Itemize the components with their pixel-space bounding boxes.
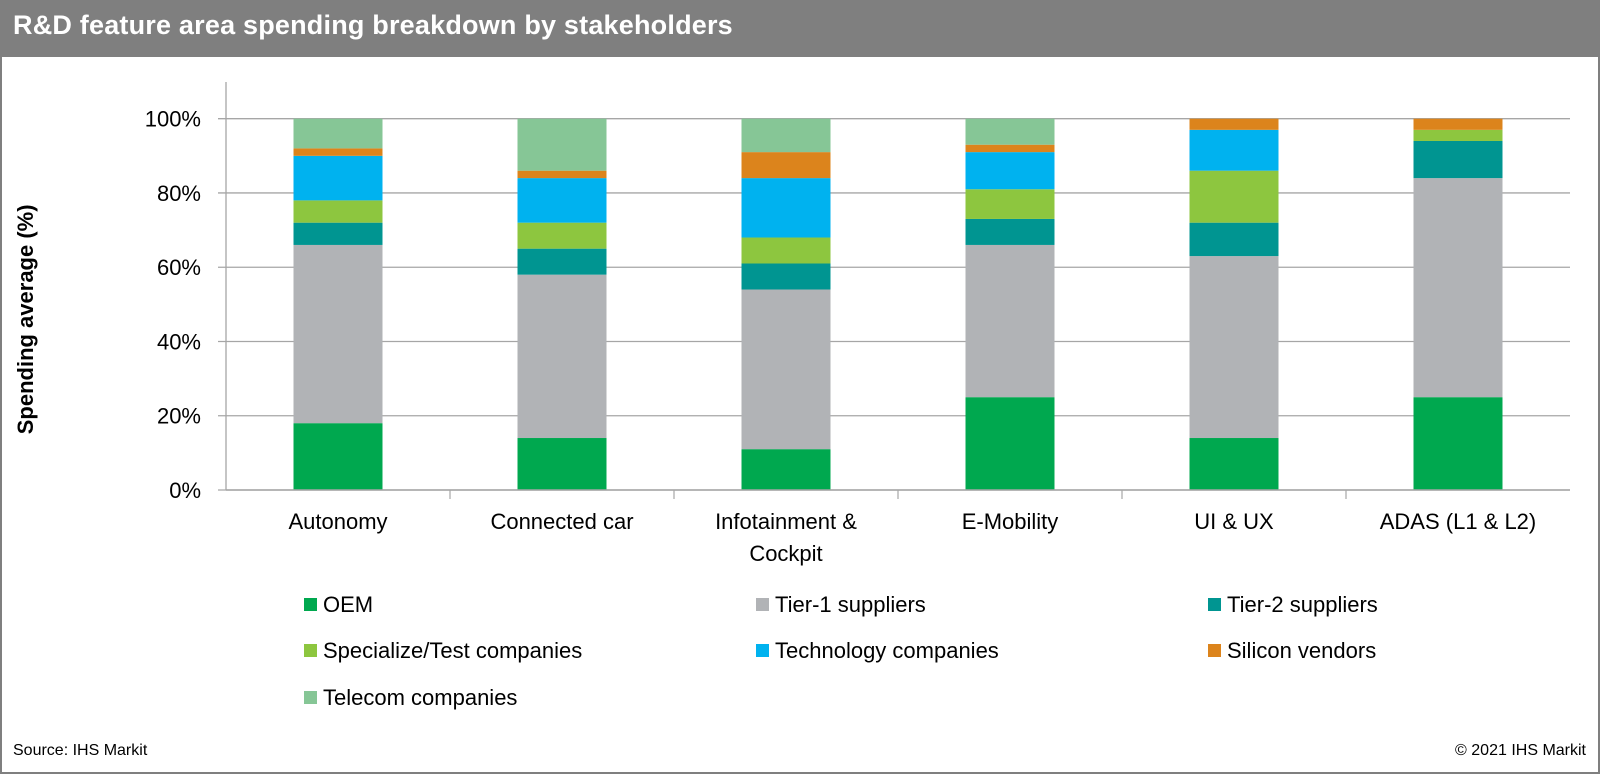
legend-label: Specialize/Test companies xyxy=(323,638,582,663)
chart-title: R&D feature area spending breakdown by s… xyxy=(13,10,733,40)
bar-segment-tier-2-suppliers xyxy=(741,263,831,290)
bar-segment-oem xyxy=(517,438,607,490)
copyright-note: © 2021 IHS Markit xyxy=(1455,742,1586,759)
legend-item: Tier-2 suppliers xyxy=(1208,592,1378,617)
legend-label: Telecom companies xyxy=(323,685,517,710)
bar-segment-telecom-companies xyxy=(965,118,1055,145)
bar-segment-telecom-companies xyxy=(293,118,383,149)
x-category-labels: Autonomy Connected car Infotainment & Cockp… xyxy=(288,509,1536,566)
bar-segment-telecom-companies xyxy=(517,118,607,171)
y-tick-label: 0% xyxy=(169,478,201,503)
bar-stack xyxy=(1413,118,1503,490)
bar-stack xyxy=(1189,118,1279,490)
bar-segment-tier-1-suppliers xyxy=(1189,256,1279,439)
bar-segment-technology-companies xyxy=(517,178,607,223)
bar-segment-silicon-vendors xyxy=(1413,118,1503,130)
bar-segment-tier-1-suppliers xyxy=(965,244,1055,398)
bar-segment-tier-2-suppliers xyxy=(1189,222,1279,257)
bar-segment-tier-2-suppliers xyxy=(1413,140,1503,179)
y-tick-label: 80% xyxy=(157,181,201,206)
legend-label: Technology companies xyxy=(775,638,999,663)
stacked-bar-chart: 0% 20% 40% 60% 80% 100% Autonomy Connected car… xyxy=(13,82,1570,710)
bar-stack xyxy=(965,118,1055,490)
legend-item: OEM xyxy=(304,592,373,617)
bar-segment-tier-1-suppliers xyxy=(517,274,607,439)
bar-segment-tier-2-suppliers xyxy=(965,218,1055,245)
legend-swatch xyxy=(304,598,317,611)
bar-segment-technology-companies xyxy=(1189,129,1279,171)
legend-item: Telecom companies xyxy=(304,685,517,710)
bar-segment-silicon-vendors xyxy=(965,144,1055,153)
header-bar: R&D feature area spending breakdown by s… xyxy=(0,0,1600,57)
legend: OEM Tier-1 suppliers Tier-2 suppliers Speci… xyxy=(304,592,1378,710)
gridlines xyxy=(218,118,1570,491)
bar-segment-telecom-companies xyxy=(741,118,831,153)
legend-swatch xyxy=(1208,598,1221,611)
bar-segment-oem xyxy=(1189,438,1279,490)
legend-item: Silicon vendors xyxy=(1208,638,1376,663)
bar-segment-specialize-test-companies xyxy=(1413,129,1503,141)
x-category-label: Infotainment & xyxy=(715,509,857,534)
legend-swatch xyxy=(756,644,769,657)
source-note: Source: IHS Markit xyxy=(13,742,148,759)
legend-swatch xyxy=(304,644,317,657)
bar-segment-silicon-vendors xyxy=(741,152,831,179)
legend-swatch xyxy=(1208,644,1221,657)
x-category-label: Cockpit xyxy=(749,541,822,566)
bar-segment-silicon-vendors xyxy=(293,148,383,156)
bar-segment-silicon-vendors xyxy=(517,170,607,179)
bar-stack xyxy=(741,118,831,490)
x-category-label: Connected car xyxy=(490,509,633,534)
bar-segment-technology-companies xyxy=(965,152,1055,190)
axes xyxy=(225,82,1570,499)
bar-segment-tier-1-suppliers xyxy=(293,244,383,424)
bar-segment-oem xyxy=(965,397,1055,490)
x-category-label: UI & UX xyxy=(1194,509,1274,534)
bar-segment-silicon-vendors xyxy=(1189,118,1279,130)
legend-label: Tier-1 suppliers xyxy=(775,592,926,617)
bar-segment-tier-1-suppliers xyxy=(1413,178,1503,398)
y-tick-label: 100% xyxy=(145,107,201,132)
y-tick-label: 20% xyxy=(157,404,201,429)
legend-label: Silicon vendors xyxy=(1227,638,1376,663)
legend-label: Tier-2 suppliers xyxy=(1227,592,1378,617)
bar-stack xyxy=(517,118,607,490)
legend-item: Specialize/Test companies xyxy=(304,638,582,663)
bar-segment-tier-1-suppliers xyxy=(741,289,831,450)
bar-segment-tier-2-suppliers xyxy=(517,248,607,275)
bar-segment-specialize-test-companies xyxy=(293,200,383,223)
bar-segment-oem xyxy=(293,423,383,490)
y-tick-label: 60% xyxy=(157,255,201,280)
x-category-label: ADAS (L1 & L2) xyxy=(1380,509,1537,534)
x-category-label: Autonomy xyxy=(288,509,387,534)
bar-segment-specialize-test-companies xyxy=(1189,170,1279,223)
bar-segment-specialize-test-companies xyxy=(741,237,831,264)
y-axis-title: Spending average (%) xyxy=(13,204,38,434)
legend-swatch xyxy=(304,691,317,704)
x-category-label: E-Mobility xyxy=(962,509,1059,534)
bar-segment-specialize-test-companies xyxy=(965,189,1055,219)
legend-item: Technology companies xyxy=(756,638,999,663)
bar-segment-specialize-test-companies xyxy=(517,222,607,249)
bar-segment-technology-companies xyxy=(293,155,383,201)
legend-label: OEM xyxy=(323,592,373,617)
y-tick-label: 40% xyxy=(157,329,201,354)
legend-item: Tier-1 suppliers xyxy=(756,592,926,617)
bars xyxy=(293,118,1503,490)
y-tick-labels: 0% 20% 40% 60% 80% 100% xyxy=(145,107,201,503)
bar-segment-oem xyxy=(741,449,831,490)
bar-segment-tier-2-suppliers xyxy=(293,222,383,245)
bar-segment-oem xyxy=(1413,397,1503,490)
bar-segment-technology-companies xyxy=(741,178,831,238)
bar-stack xyxy=(293,118,383,490)
legend-swatch xyxy=(756,598,769,611)
